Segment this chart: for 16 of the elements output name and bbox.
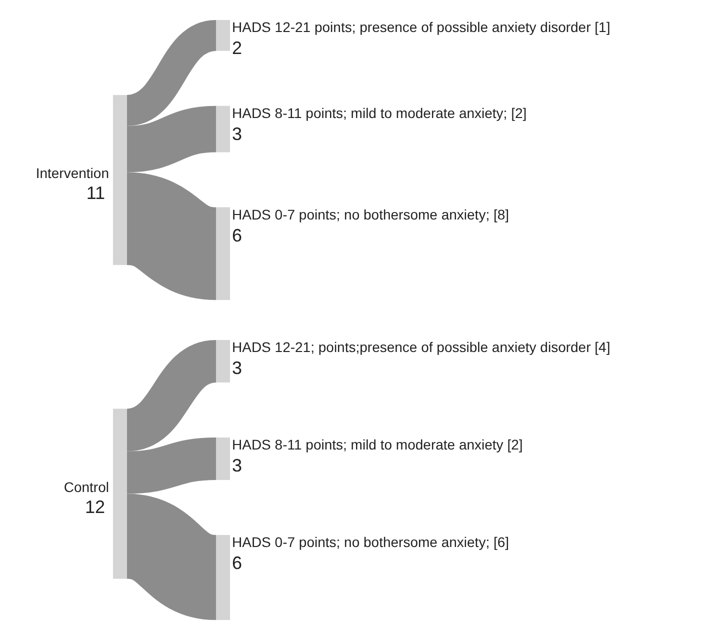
data-label: 3 (232, 456, 242, 476)
category-label: HADS 8-11 points; mild to moderate anxiety; [2] (232, 104, 527, 121)
data-label: 2 (232, 38, 242, 58)
text: Intervention (36, 165, 109, 181)
data-label: 3 (232, 124, 242, 144)
data-label: 3 (232, 358, 242, 378)
category-label: HADS 8-11 points; mild to moderate anxiety [2] (232, 436, 523, 452)
text: 11 (86, 183, 105, 203)
text: 12 (84, 496, 105, 517)
text: Control (64, 478, 109, 495)
category-label: HADS 12-21 points; presence of possible anxiety disorder [1] (232, 19, 610, 35)
data-label: 6 (232, 225, 242, 246)
category-label: HADS 0-7 points; no bothersome anxiety; [8] (232, 206, 510, 222)
data-label: 6 (232, 553, 242, 573)
category-label: HADS 0-7 points; no bothersome anxiety; [6] (232, 534, 510, 550)
category-label: HADS 12-21; points;presence of possible anxiety disorder [4] (232, 339, 610, 355)
